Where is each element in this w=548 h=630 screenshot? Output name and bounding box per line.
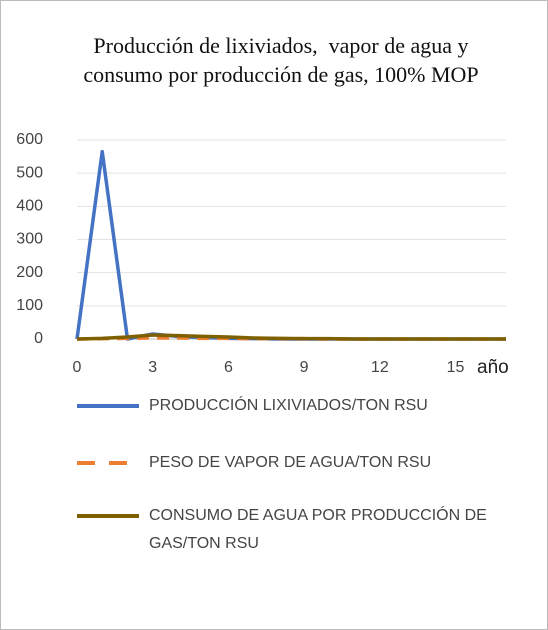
series-line — [76, 333, 506, 341]
x-tick-label: 6 — [224, 359, 233, 376]
x-axis-label: año — [477, 357, 509, 378]
y-tick-label: 600 — [16, 131, 43, 148]
x-tick-label: 3 — [148, 359, 157, 376]
series-line — [76, 336, 506, 341]
y-tick-label: 500 — [16, 164, 43, 181]
y-tick-label: 300 — [16, 231, 43, 248]
y-tick-label: 400 — [16, 198, 43, 215]
x-tick-label: 15 — [447, 359, 465, 376]
x-tick-label: 9 — [300, 359, 309, 376]
x-tick-label: 0 — [73, 359, 82, 376]
y-tick-label: 200 — [16, 264, 43, 281]
y-tick-label: 100 — [16, 297, 43, 314]
chart-title: Producción de lixiviados, vapor de agua … — [83, 33, 479, 87]
legend-label: PESO DE VAPOR DE AGUA/TON RSU — [149, 454, 432, 471]
legend-label: CONSUMO DE AGUA POR PRODUCCIÓN DE GAS/TO… — [149, 507, 487, 552]
x-tick-label: 12 — [371, 359, 389, 376]
legend-label: PRODUCCIÓN LIXIVIADOS/TON RSU — [149, 397, 428, 414]
y-tick-label: 0 — [34, 330, 43, 347]
series-line — [75, 149, 506, 341]
